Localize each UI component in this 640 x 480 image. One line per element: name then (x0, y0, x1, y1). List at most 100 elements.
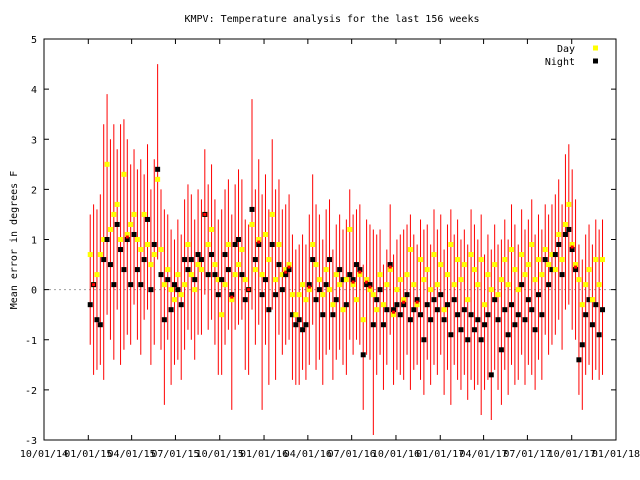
day-point-131 (529, 242, 535, 248)
day-point-127 (515, 287, 521, 293)
day-point-29 (185, 242, 191, 248)
y-tick-label-3: 0 (31, 286, 37, 297)
night-point-96 (411, 307, 417, 313)
day-point-99 (421, 277, 427, 283)
day-point-22 (161, 282, 167, 288)
y-tick-label-6: 3 (31, 135, 37, 146)
night-point-68 (316, 287, 322, 293)
x-tick-label-3: 07/01/15 (151, 449, 199, 460)
night-point-71 (327, 257, 333, 263)
night-point-90 (391, 307, 397, 313)
day-point-68 (316, 277, 322, 283)
y-ticks: -3 -2 -1 0 1 2 3 4 5 (25, 35, 616, 447)
day-point-121 (495, 292, 501, 298)
x-ticks: 10/01/1401/01/1504/01/1507/01/1510/01/15… (20, 39, 640, 460)
day-point-95 (407, 247, 413, 253)
day-point-44 (236, 262, 242, 268)
day-point-101 (428, 287, 434, 293)
night-point-111 (461, 307, 467, 313)
day-point-92 (397, 277, 403, 283)
day-point-36 (209, 226, 215, 232)
day-point-128 (519, 252, 525, 258)
day-point-139 (556, 231, 562, 237)
night-point-103 (434, 307, 440, 313)
day-point-76 (343, 277, 349, 283)
night-point-72 (330, 312, 336, 318)
night-point-50 (256, 242, 262, 248)
day-point-98 (418, 257, 424, 263)
night-point-37 (212, 272, 218, 278)
day-point-111 (461, 262, 467, 268)
day-point-19 (151, 252, 157, 258)
day-point-55 (273, 277, 279, 283)
legend-label-0: Day (557, 44, 575, 55)
day-point-40 (222, 282, 228, 288)
night-point-143 (569, 247, 575, 253)
day-point-26 (175, 272, 181, 278)
night-point-139 (556, 242, 562, 248)
x-tick-label-1: 01/01/15 (64, 449, 112, 460)
night-point-54 (269, 242, 275, 248)
day-point-117 (482, 302, 488, 308)
night-point-125 (509, 302, 515, 308)
x-tick-label-5: 01/01/16 (240, 449, 288, 460)
day-point-130 (525, 262, 531, 268)
night-point-41 (225, 267, 231, 273)
day-point-106 (444, 272, 450, 278)
day-point-115 (475, 282, 481, 288)
night-point-48 (249, 206, 255, 212)
day-point-63 (300, 282, 306, 288)
day-point-56 (276, 242, 282, 248)
overlap-point-143 (570, 245, 574, 249)
day-point-126 (512, 267, 518, 273)
day-point-114 (471, 267, 477, 273)
night-point-8 (114, 221, 120, 227)
x-tick-label-12: 10/01/17 (548, 449, 596, 460)
day-point-35 (205, 242, 211, 248)
night-point-87 (380, 322, 386, 328)
night-point-51 (259, 292, 265, 298)
day-point-4 (101, 237, 107, 242)
y-tick-label-2: -1 (25, 336, 37, 347)
day-point-108 (451, 282, 457, 288)
day-point-140 (559, 257, 565, 263)
day-point-137 (549, 252, 555, 258)
day-point-143 (569, 242, 575, 248)
overlap-point-97 (415, 300, 419, 304)
night-point-61 (293, 322, 299, 328)
night-point-136 (546, 282, 552, 288)
day-point-84 (370, 292, 376, 298)
day-point-28 (182, 282, 188, 288)
night-point-132 (532, 327, 538, 333)
night-point-12 (128, 282, 134, 288)
night-point-40 (222, 252, 228, 258)
night-point-19 (151, 242, 157, 248)
overlap-point-89 (388, 265, 392, 269)
day-point-49 (252, 267, 258, 273)
night-point-104 (438, 292, 444, 298)
day-point-151 (596, 282, 602, 288)
night-point-45 (239, 272, 245, 278)
night-point-80 (357, 267, 363, 273)
night-point-30 (188, 257, 194, 263)
night-point-108 (451, 297, 457, 303)
day-point-97 (414, 302, 420, 308)
day-point-86 (377, 272, 383, 278)
day-point-109 (455, 257, 461, 263)
y-tick-label-4: 1 (31, 236, 37, 247)
y-tick-label-1: -2 (25, 386, 37, 397)
day-point-2 (94, 272, 100, 278)
day-point-16 (141, 211, 147, 217)
night-point-57 (279, 287, 285, 293)
night-point-75 (340, 277, 346, 283)
night-point-144 (573, 267, 579, 273)
day-point-38 (215, 277, 221, 283)
night-point-18 (148, 287, 154, 293)
day-point-33 (198, 267, 204, 273)
day-point-150 (593, 257, 599, 263)
night-point-102 (431, 297, 437, 303)
night-point-107 (448, 332, 454, 338)
night-point-77 (347, 272, 353, 278)
night-point-149 (589, 322, 595, 328)
